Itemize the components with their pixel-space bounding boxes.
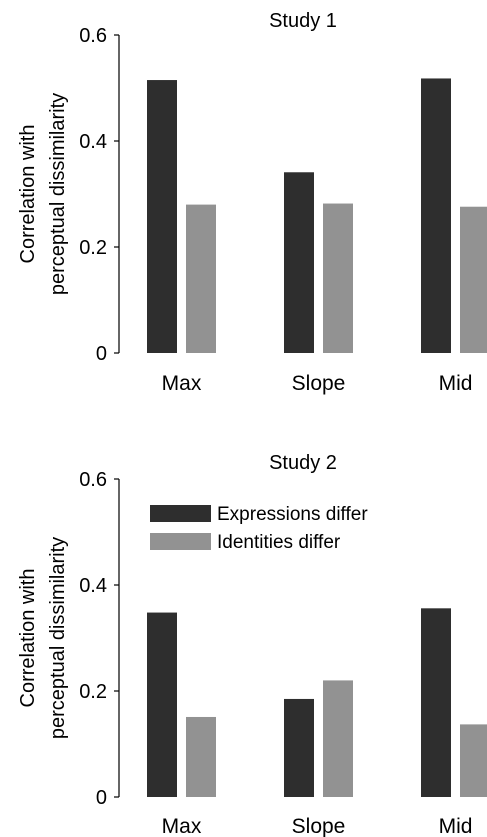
bar-expressions-mid	[421, 608, 451, 797]
x-tick-label: Mid	[439, 815, 473, 837]
y-tick-label: 0.2	[79, 237, 107, 259]
y-tick-label: 0.2	[79, 681, 107, 703]
bar-expressions-mid	[421, 78, 451, 354]
legend: Expressions differ Identities differ	[150, 504, 368, 553]
y-axis-label-line: Correlation with	[17, 569, 39, 708]
bar-expressions-max	[147, 612, 177, 797]
x-tick-label: Slope	[292, 815, 346, 837]
y-tick-label: 0.6	[79, 469, 107, 491]
chart-title: Study 2	[269, 452, 337, 474]
y-tick-label: 0.6	[79, 25, 107, 47]
legend-label: Identities differ	[217, 532, 341, 553]
y-axis-label-line: perceptual dissimilarity	[47, 537, 69, 739]
y-axis-label: Correlation with perceptual dissimilarity	[17, 537, 69, 739]
x-tick-label: Mid	[439, 372, 473, 395]
y-tick-label: 0	[96, 787, 107, 809]
chart-panel-2: Study 2 Correlation with perceptual dissim…	[17, 452, 487, 837]
chart-panel-1: Study 1 Correlation with perceptual dissim…	[17, 10, 487, 395]
y-tick-label: 0.4	[79, 575, 107, 597]
y-tick-label: 0.4	[79, 131, 107, 153]
bar-identities-max	[186, 204, 216, 353]
legend-swatch	[150, 533, 211, 550]
x-tick-label: Max	[162, 372, 202, 395]
y-tick-label: 0	[96, 343, 107, 365]
bar-identities-mid	[460, 724, 487, 797]
x-tick-label: Max	[162, 815, 202, 837]
bar-identities-slope	[323, 680, 353, 797]
legend-label: Expressions differ	[217, 504, 368, 525]
bar-identities-mid	[460, 206, 487, 353]
bar-expressions-max	[147, 80, 177, 354]
y-axis-label-line: Correlation with	[17, 125, 39, 264]
bar-expressions-slope	[284, 698, 314, 797]
chart-title: Study 1	[269, 10, 337, 32]
legend-swatch	[150, 505, 211, 522]
bar-identities-max	[186, 716, 216, 797]
y-axis-label: Correlation with perceptual dissimilarity	[17, 93, 69, 295]
bar-expressions-slope	[284, 172, 314, 353]
y-axis-label-line: perceptual dissimilarity	[47, 93, 69, 295]
x-tick-label: Slope	[292, 372, 346, 395]
bar-identities-slope	[323, 203, 353, 353]
